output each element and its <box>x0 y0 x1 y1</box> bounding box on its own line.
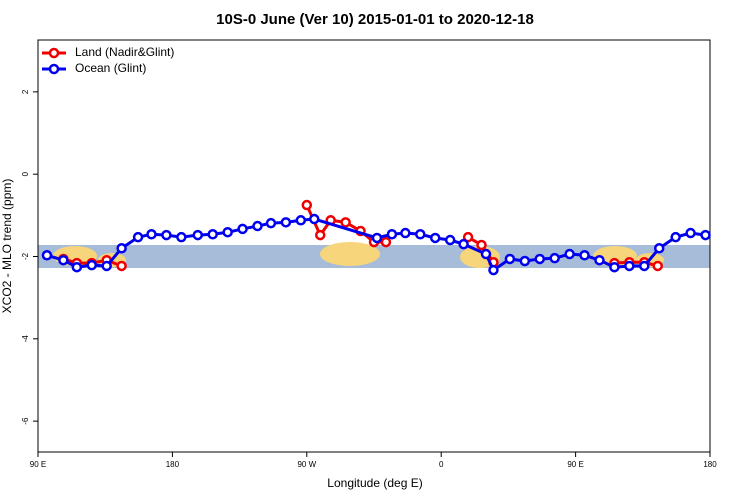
data-point <box>670 231 681 243</box>
data-point <box>176 231 187 243</box>
y-tick-label: 2 <box>21 89 30 94</box>
legend-label: Ocean (Glint) <box>75 61 146 75</box>
data-point <box>222 226 233 238</box>
data-point <box>237 223 248 235</box>
data-point <box>116 260 127 272</box>
data-point <box>146 229 157 240</box>
x-tick-label: 180 <box>703 460 717 469</box>
data-point <box>639 260 650 272</box>
plot-frame <box>37 39 711 453</box>
data-point <box>400 227 411 239</box>
data-point <box>252 220 263 232</box>
data-point <box>207 229 218 240</box>
data-point <box>652 260 663 272</box>
data-point <box>161 229 172 241</box>
data-point <box>488 264 499 276</box>
data-point <box>280 217 292 228</box>
data-point <box>609 261 620 273</box>
data-point <box>340 217 351 228</box>
data-point <box>429 232 441 244</box>
data-point <box>132 231 144 243</box>
x-tick-label: 180 <box>166 460 180 469</box>
data-point <box>519 255 531 267</box>
data-point <box>116 243 127 254</box>
data-point <box>71 261 83 273</box>
x-tick-label: 90 W <box>297 460 316 469</box>
y-axis-label: XCO2 - MLO trend (ppm) <box>0 179 14 314</box>
data-point <box>295 215 307 226</box>
data-point <box>86 259 98 271</box>
data-point <box>480 248 492 260</box>
data-point <box>41 250 53 261</box>
y-tick-label: -2 <box>21 252 30 260</box>
legend-label: Land (Nadir&Glint) <box>75 45 174 59</box>
data-point <box>415 229 426 240</box>
x-tick-label: 0 <box>439 460 444 469</box>
data-point <box>314 229 326 241</box>
data-point <box>386 229 398 240</box>
legend-marker <box>48 63 60 75</box>
data-point <box>624 260 635 272</box>
data-point <box>309 213 320 225</box>
data-point <box>549 252 560 264</box>
data-point <box>101 260 112 272</box>
chart-title: 10S-0 June (Ver 10) 2015-01-01 to 2020-1… <box>216 11 534 28</box>
data-point <box>380 236 392 248</box>
data-point <box>534 253 546 265</box>
y-tick-label: -4 <box>21 335 30 343</box>
data-point <box>685 227 696 239</box>
data-point <box>579 250 590 261</box>
data-point <box>371 232 383 244</box>
y-tick-label: 0 <box>21 171 30 176</box>
data-point <box>700 229 711 241</box>
legend-marker <box>48 47 60 59</box>
data-point <box>504 253 516 265</box>
series-line <box>614 260 659 268</box>
data-point <box>653 243 665 254</box>
data-point <box>58 254 69 266</box>
data-point <box>594 254 605 266</box>
data-point <box>462 231 474 243</box>
data-point <box>458 238 469 250</box>
x-tick-label: 90 E <box>30 460 46 469</box>
x-tick-label: 90 E <box>567 460 583 469</box>
y-tick-label: -6 <box>21 417 30 425</box>
x-axis-label: Longitude (deg E) <box>327 476 422 490</box>
data-point <box>444 234 456 246</box>
data-point <box>301 199 313 211</box>
data-point <box>476 239 487 251</box>
data-point <box>265 217 277 229</box>
data-point <box>192 229 204 241</box>
data-point <box>564 248 575 260</box>
